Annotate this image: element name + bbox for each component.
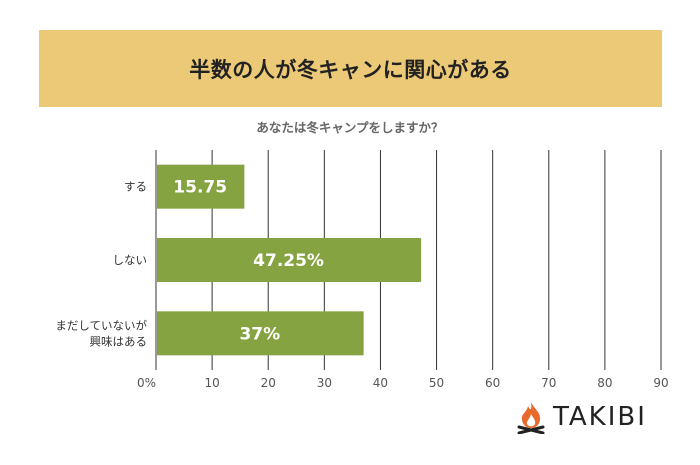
bar xyxy=(157,238,422,282)
category-label: する xyxy=(124,180,147,194)
bar xyxy=(157,311,364,356)
x-tick-label: 20 xyxy=(261,376,276,390)
data-label: 15.75 xyxy=(173,178,227,198)
x-tick-label: 90 xyxy=(653,376,668,390)
category-label: 興味はある xyxy=(90,334,148,348)
x-tick-label: 40 xyxy=(373,376,388,390)
category-label: しない xyxy=(113,253,148,267)
title-banner: 半数の人が冬キャンに関心がある xyxy=(39,30,662,107)
bar xyxy=(157,164,245,209)
x-tick-label: 70 xyxy=(541,376,556,390)
banner-title: 半数の人が冬キャンに関心がある xyxy=(189,57,512,82)
brand-logo: TAKIBI xyxy=(515,400,647,434)
x-tick-label: 50 xyxy=(429,376,444,390)
x-tick-label: 80 xyxy=(597,376,612,390)
data-label: 47.25% xyxy=(253,251,324,271)
chart-title: あなたは冬キャンプをしますか？ xyxy=(256,120,444,135)
x-tick-label: 30 xyxy=(317,376,332,390)
campfire-icon xyxy=(517,402,545,434)
x-tick-label: 0% xyxy=(137,376,156,390)
data-label: 37% xyxy=(239,324,280,344)
x-tick-label: 10 xyxy=(204,376,219,390)
brand-name: TAKIBI xyxy=(553,402,647,432)
category-label: まだしていないが xyxy=(55,318,147,332)
x-tick-label: 60 xyxy=(485,376,500,390)
